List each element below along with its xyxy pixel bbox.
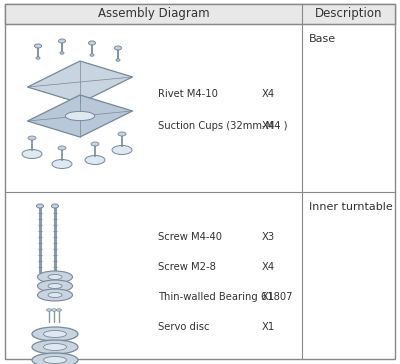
Ellipse shape — [52, 159, 72, 169]
Ellipse shape — [48, 293, 62, 297]
Text: Inner turntable: Inner turntable — [309, 202, 393, 212]
Text: Servo disc: Servo disc — [158, 322, 210, 332]
Ellipse shape — [44, 331, 66, 337]
Polygon shape — [28, 61, 132, 103]
Text: Description: Description — [315, 8, 382, 20]
Polygon shape — [28, 95, 132, 137]
Ellipse shape — [38, 271, 72, 283]
Ellipse shape — [22, 150, 42, 158]
Ellipse shape — [48, 274, 62, 280]
Ellipse shape — [36, 204, 44, 208]
Ellipse shape — [91, 142, 99, 146]
Text: Thin-walled Bearing 61807: Thin-walled Bearing 61807 — [158, 292, 292, 302]
Ellipse shape — [38, 280, 72, 292]
Ellipse shape — [90, 54, 94, 56]
Ellipse shape — [88, 41, 96, 45]
Text: Suction Cups (32mm-M4 ): Suction Cups (32mm-M4 ) — [158, 121, 288, 131]
Ellipse shape — [36, 57, 40, 59]
Ellipse shape — [52, 204, 58, 208]
Ellipse shape — [85, 155, 105, 165]
Text: Screw M4-40: Screw M4-40 — [158, 232, 222, 242]
Ellipse shape — [28, 136, 36, 140]
Text: Screw M2-8: Screw M2-8 — [158, 262, 216, 272]
Text: Rivet M4-10: Rivet M4-10 — [158, 89, 218, 99]
Ellipse shape — [44, 344, 66, 351]
Ellipse shape — [46, 309, 52, 311]
Ellipse shape — [112, 146, 132, 154]
Text: X1: X1 — [262, 292, 275, 302]
Ellipse shape — [58, 39, 66, 43]
Text: Assembly Diagram: Assembly Diagram — [98, 8, 209, 20]
Ellipse shape — [118, 132, 126, 136]
Ellipse shape — [32, 353, 78, 364]
Ellipse shape — [56, 309, 62, 311]
Ellipse shape — [65, 111, 95, 120]
Ellipse shape — [32, 327, 78, 341]
Text: X1: X1 — [262, 322, 275, 332]
Text: Base: Base — [309, 34, 336, 44]
Ellipse shape — [38, 289, 72, 301]
Bar — [5, 4, 395, 24]
Ellipse shape — [48, 284, 62, 289]
Ellipse shape — [52, 309, 56, 311]
Text: X4: X4 — [262, 262, 275, 272]
Text: X4: X4 — [262, 89, 275, 99]
Ellipse shape — [58, 146, 66, 150]
Ellipse shape — [44, 356, 66, 364]
Text: X3: X3 — [262, 232, 275, 242]
Text: X4: X4 — [262, 121, 275, 131]
Ellipse shape — [116, 59, 120, 61]
Ellipse shape — [34, 44, 42, 48]
Ellipse shape — [60, 52, 64, 54]
Ellipse shape — [114, 46, 122, 50]
Ellipse shape — [32, 340, 78, 354]
